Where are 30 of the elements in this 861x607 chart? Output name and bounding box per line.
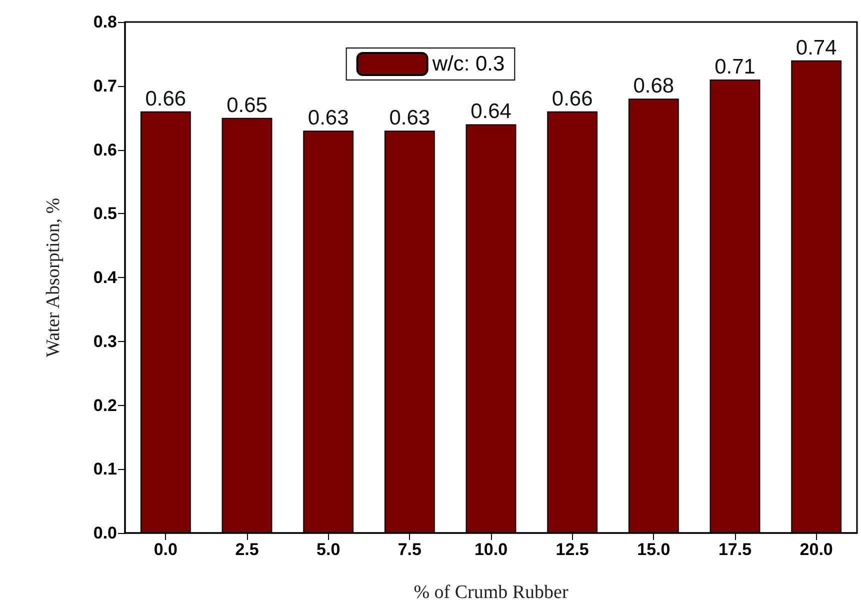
- x-tick-label: 12.5: [556, 540, 589, 559]
- y-tick-label: 0.1: [93, 460, 117, 479]
- data-label: 0.63: [389, 106, 430, 130]
- y-tick-label: 0.7: [93, 76, 117, 96]
- y-tick-label: 0.0: [93, 524, 117, 542]
- x-tick-label: 7.5: [398, 540, 422, 559]
- x-tick-label: 17.5: [718, 540, 752, 559]
- data-label: 0.74: [796, 36, 838, 60]
- data-label: 0.65: [226, 94, 268, 117]
- data-label: 0.68: [633, 74, 674, 98]
- data-label: 0.64: [470, 100, 512, 124]
- x-tick-label: 0.0: [154, 540, 178, 559]
- y-tick-label: 0.8: [93, 12, 117, 32]
- x-tick-label: 5.0: [316, 540, 340, 559]
- y-tick-label: 0.2: [93, 396, 117, 415]
- data-label: 0.71: [714, 55, 756, 78]
- y-axis-title: Water Absorption, %: [43, 198, 64, 358]
- y-tick-label: 0.5: [93, 204, 117, 224]
- x-tick-label: 10.0: [474, 540, 508, 559]
- x-tick-label: 15.0: [637, 540, 670, 559]
- x-axis-title: % of Crumb Rubber: [414, 582, 569, 603]
- data-label: 0.66: [145, 87, 186, 110]
- data-label: 0.66: [552, 87, 593, 110]
- x-tick-label: 2.5: [235, 540, 259, 559]
- data-label: 0.63: [308, 106, 349, 130]
- y-tick-label: 0.6: [93, 140, 117, 160]
- y-tick-label: 0.3: [93, 332, 117, 351]
- y-tick-label: 0.4: [93, 268, 118, 287]
- legend-label: w/c: 0.3: [431, 52, 505, 76]
- x-tick-label: 20.0: [800, 540, 833, 559]
